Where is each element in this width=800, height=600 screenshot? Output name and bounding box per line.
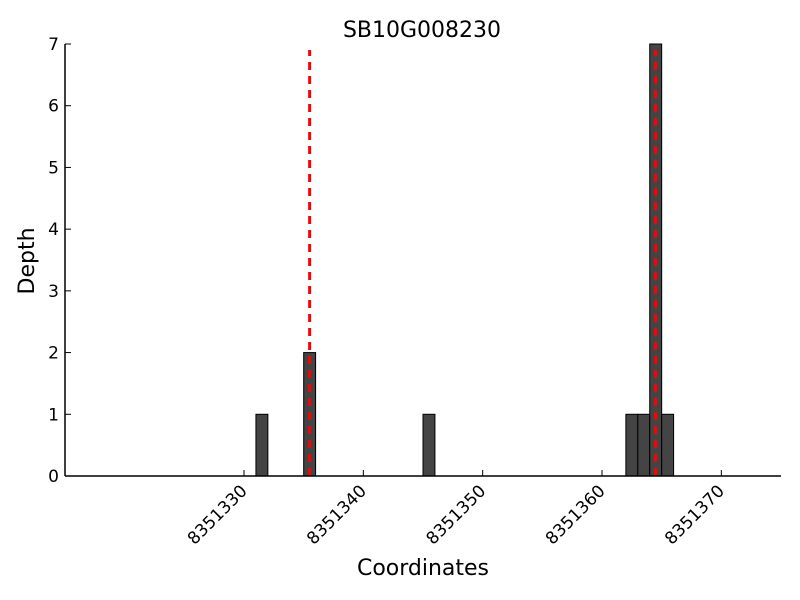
y-tick-label-7: 7 — [48, 35, 59, 55]
x-axis-label: Coordinates — [357, 556, 489, 581]
y-tick-label-1: 1 — [48, 405, 59, 425]
y-tick-label-3: 3 — [48, 282, 59, 302]
y-axis-label: Depth — [15, 227, 40, 294]
x-tick-label-2: 8351350 — [423, 481, 491, 549]
y-tick-label-2: 2 — [48, 344, 59, 364]
y-tick-label-4: 4 — [48, 220, 59, 240]
x-tick-label-4: 8351370 — [661, 481, 729, 549]
x-tick-label-1: 8351340 — [303, 481, 371, 549]
bar-6 — [661, 413, 675, 477]
y-tick-label-0: 0 — [48, 467, 59, 487]
y-tick-label-5: 5 — [48, 158, 59, 178]
bar-0 — [255, 413, 269, 477]
x-tick-label-3: 8351360 — [542, 481, 610, 549]
bar-3 — [625, 413, 639, 477]
y-tick-label-6: 6 — [48, 97, 59, 117]
bar-2 — [422, 413, 436, 477]
chart-title: SB10G008230 — [343, 18, 501, 43]
bar-4 — [637, 413, 651, 477]
x-tick-label-0: 8351330 — [184, 481, 252, 549]
plot-area: 0 1 2 3 4 5 6 7 8351330 8351340 8351350 8351360 8351… — [48, 35, 781, 549]
